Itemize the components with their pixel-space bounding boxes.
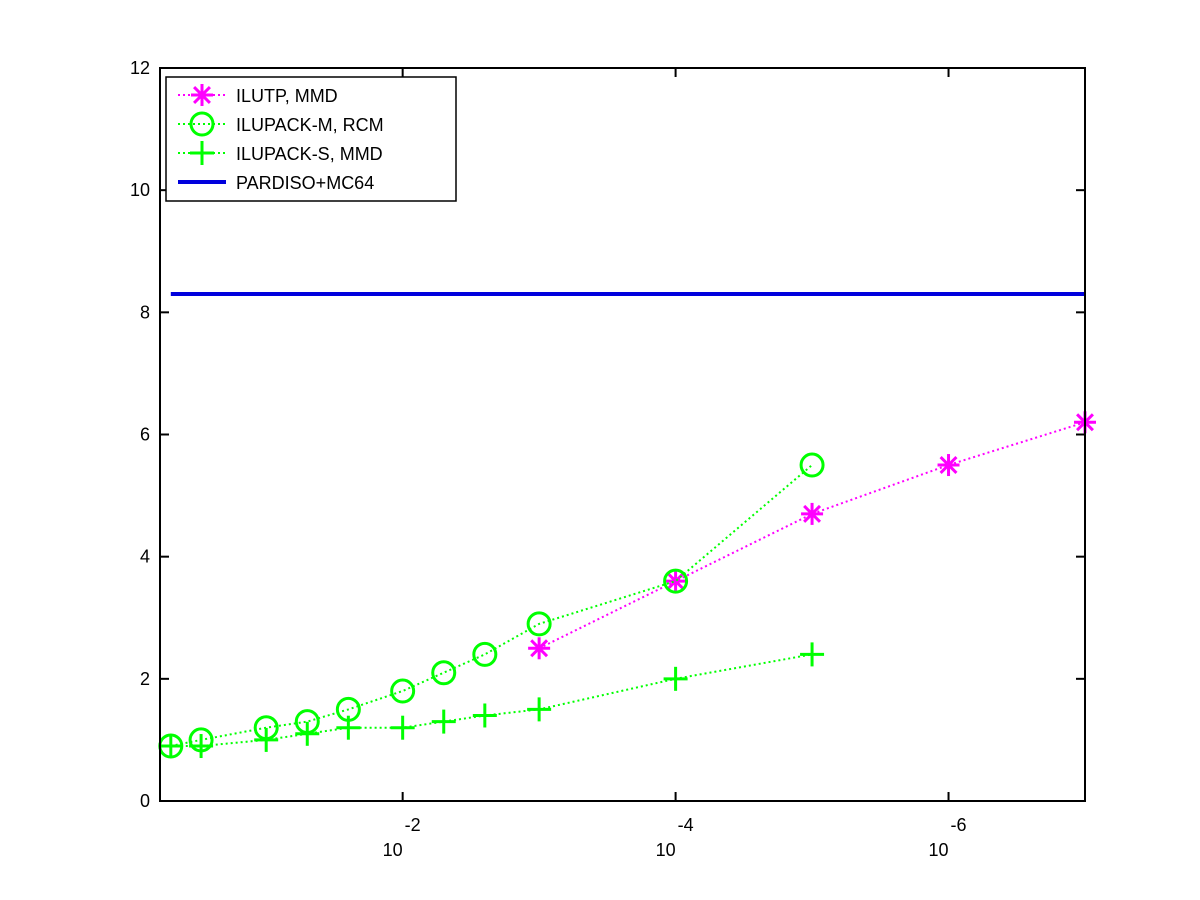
series-1-line xyxy=(538,421,1086,650)
series-3 xyxy=(158,642,825,759)
series-3-point xyxy=(336,715,361,740)
series-1-point xyxy=(801,502,824,525)
series-3-point xyxy=(527,697,552,722)
series-3-point xyxy=(663,666,688,691)
series-3-point xyxy=(472,703,497,728)
x-tick-label-exponent: -2 xyxy=(405,815,421,835)
series-1 xyxy=(528,411,1096,660)
y-tick-label: 8 xyxy=(140,302,150,322)
legend-entry: ILUTP, MMD xyxy=(178,84,338,106)
legend-entry: PARDISO+MC64 xyxy=(178,173,374,193)
legend-entry: ILUPACK-S, MMD xyxy=(178,141,383,165)
legend: ILUTP, MMD ILUPACK-M, RCM ILUPACK-S, MMD PA… xyxy=(165,76,457,202)
series-3-point xyxy=(800,642,825,667)
legend-label: ILUTP, MMD xyxy=(236,86,338,106)
series-3-point xyxy=(158,734,183,759)
legend-label: ILUPACK-M, RCM xyxy=(236,115,384,135)
x-tick-label-exponent: -6 xyxy=(951,815,967,835)
series-3-point xyxy=(254,727,279,752)
series-2-point xyxy=(390,678,416,704)
y-tick-label: 10 xyxy=(130,180,150,200)
y-tick-label: 0 xyxy=(140,791,150,811)
y-tick-label: 4 xyxy=(140,547,150,567)
series-2-point xyxy=(526,611,552,637)
series-3-point xyxy=(295,721,320,746)
series-3-point xyxy=(431,709,456,734)
y-tick-label: 2 xyxy=(140,669,150,689)
x-tick-label-base: 10 xyxy=(929,840,949,860)
y-tick-label: 12 xyxy=(130,58,150,78)
series-layer xyxy=(158,292,1096,759)
series-1-point xyxy=(937,454,960,477)
legend-label: PARDISO+MC64 xyxy=(236,173,374,193)
legend-marker xyxy=(189,111,215,137)
series-2-line xyxy=(170,464,813,747)
series-3-point xyxy=(189,734,214,759)
x-tick-label-base: 10 xyxy=(383,840,403,860)
y-tick-label: 6 xyxy=(140,425,150,445)
series-2-point xyxy=(663,568,689,594)
legend-marker xyxy=(191,84,213,106)
series-2-point xyxy=(431,660,457,686)
legend-marker xyxy=(190,141,214,165)
legend-label: ILUPACK-S, MMD xyxy=(236,144,383,164)
series-2-point xyxy=(472,641,498,667)
series-3-point xyxy=(390,715,415,740)
legend-entry: ILUPACK-M, RCM xyxy=(178,111,384,137)
x-tick-label-base: 10 xyxy=(656,840,676,860)
series-1-point xyxy=(528,637,551,660)
x-tick-label-exponent: -4 xyxy=(678,815,694,835)
series-2-point xyxy=(799,452,825,478)
